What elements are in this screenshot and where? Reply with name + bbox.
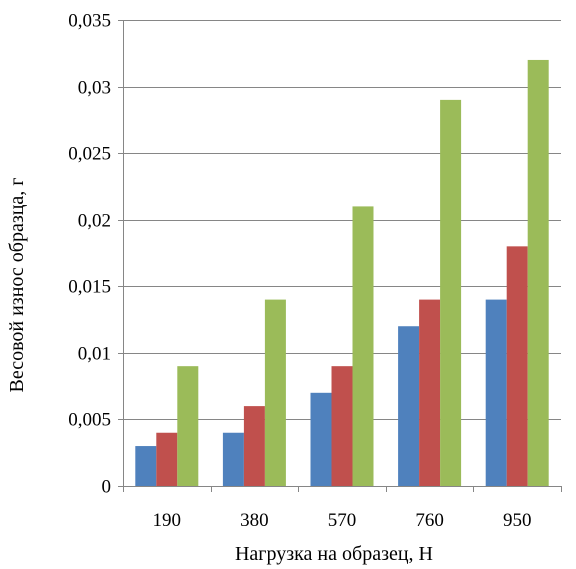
bar [264,299,286,486]
bar [506,246,528,486]
axes [118,20,562,492]
grid-lines [123,20,561,420]
bar [485,299,507,486]
bars [135,59,549,486]
bar [419,299,441,486]
y-tick-label: 0 [102,477,112,498]
y-tick-label: 0,02 [78,211,111,232]
x-tick-label: 380 [240,510,269,531]
y-axis-title: Весовой износ образца, г [6,177,28,392]
bar [243,406,265,486]
y-tick-label: 0,01 [78,344,111,365]
x-tick-label: 570 [328,510,357,531]
y-tick-label: 0,015 [68,277,111,298]
bar [177,366,199,486]
y-tick-label: 0,005 [68,410,111,431]
bar [156,432,178,486]
bar [310,392,332,486]
y-tick-label: 0,025 [68,144,111,165]
x-tick-label: 950 [503,510,532,531]
bar [331,366,353,486]
x-axis-title: Нагрузка на образец, Н [235,543,433,565]
x-tick-labels: 190 380 570 760 950 [153,510,532,531]
bar [135,446,157,486]
bar [352,206,374,486]
bar [222,432,244,486]
bar [527,59,549,486]
bar [398,326,420,486]
y-tick-labels: 0 0,005 0,01 0,015 0,02 0,025 0,03 0,035 [68,11,111,498]
bar [440,99,462,486]
x-tick-label: 760 [415,510,444,531]
y-tick-label: 0,03 [78,78,111,99]
x-tick-label: 190 [153,510,182,531]
y-tick-label: 0,035 [68,11,111,32]
